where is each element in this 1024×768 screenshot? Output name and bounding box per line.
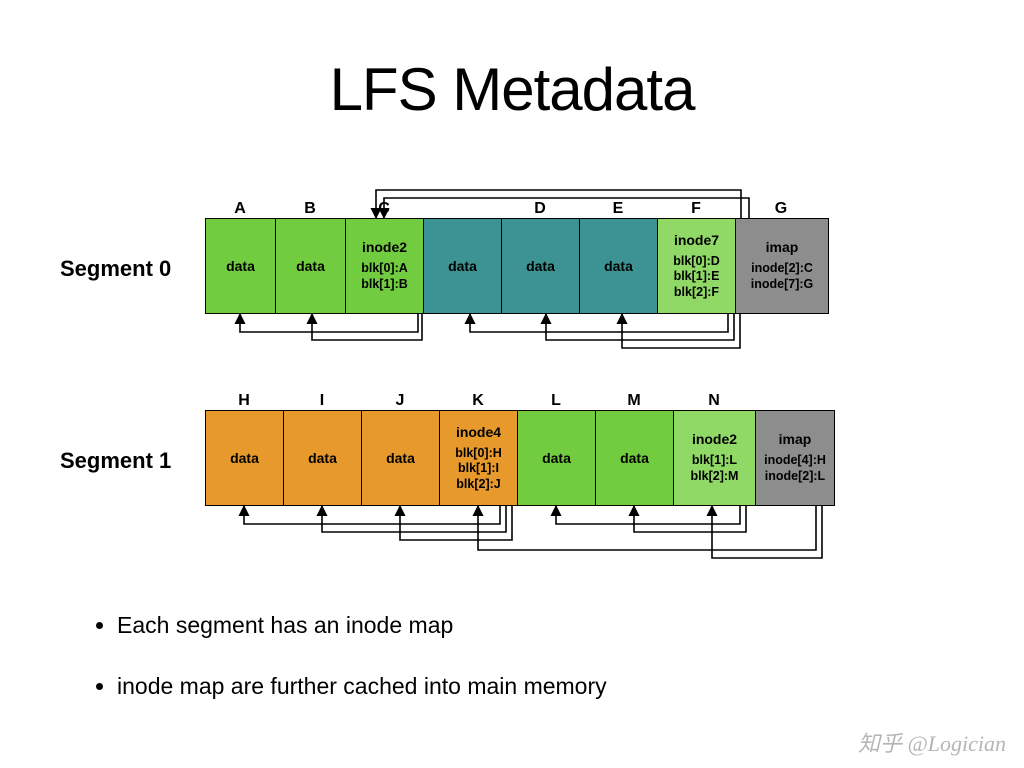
cell-line: inode[7]:G (751, 277, 814, 293)
cell-text: data (448, 258, 477, 274)
column-label: G (775, 200, 787, 218)
cell: data (424, 219, 502, 313)
arrow (376, 190, 741, 218)
cell-line: inode[2]:L (765, 469, 825, 485)
cell-text: data (226, 258, 255, 274)
segment-label: Segment 0 (60, 256, 171, 282)
cell: data (206, 411, 284, 505)
column-label: F (691, 200, 701, 218)
arrow (556, 506, 740, 524)
cell-line: blk[2]:M (691, 469, 739, 485)
column-label: H (238, 392, 250, 410)
cell-text: data (308, 450, 337, 466)
cell-line: inode[2]:C (751, 261, 813, 277)
cell-header: inode7 (674, 232, 719, 248)
cell-line: blk[1]:I (458, 461, 499, 477)
cell-header: inode2 (692, 431, 737, 447)
cell-line: inode[4]:H (764, 453, 826, 469)
bullet-item: inode map are further cached into main m… (117, 673, 607, 700)
cell: inode2 blk[1]:Lblk[2]:M (674, 411, 756, 505)
cell-line: blk[1]:B (361, 277, 408, 293)
arrow (240, 314, 418, 332)
column-label: J (396, 392, 405, 410)
cell-header: inode2 (362, 239, 407, 255)
cell: data (362, 411, 440, 505)
cell-line: blk[2]:J (456, 477, 500, 493)
cell: inode4 blk[0]:Hblk[1]:Iblk[2]:J (440, 411, 518, 505)
column-label: D (534, 200, 546, 218)
cell: inode2 blk[0]:Ablk[1]:B (346, 219, 424, 313)
cell: data (518, 411, 596, 505)
arrow (322, 506, 506, 532)
column-label: N (708, 392, 720, 410)
lfs-diagram: Segment 0datadatainode2blk[0]:Ablk[1]:Bd… (60, 160, 960, 590)
segment-row: data data inode2 blk[0]:Ablk[1]:B data data da… (205, 218, 829, 314)
cell-line: blk[1]:L (692, 453, 737, 469)
column-label: K (472, 392, 484, 410)
column-label: L (551, 392, 561, 410)
arrow (312, 314, 422, 340)
cell-line: blk[0]:H (455, 446, 502, 462)
cell-line: blk[0]:A (361, 261, 408, 277)
cell-text: data (620, 450, 649, 466)
arrow (546, 314, 734, 340)
cell: inode7 blk[0]:Dblk[1]:Eblk[2]:F (658, 219, 736, 313)
column-label: I (320, 392, 324, 410)
arrow (244, 506, 500, 524)
cell-header: imap (779, 431, 812, 447)
cell: data (580, 219, 658, 313)
cell: data (284, 411, 362, 505)
bullet-list: Each segment has an inode map inode map … (95, 612, 607, 734)
cell: data (596, 411, 674, 505)
segment-label: Segment 1 (60, 448, 171, 474)
arrow (712, 506, 822, 558)
page-title: LFS Metadata (0, 0, 1024, 124)
arrow (478, 506, 816, 550)
cell: data (502, 219, 580, 313)
arrow (400, 506, 512, 540)
cell: imap inode[2]:Cinode[7]:G (736, 219, 828, 313)
cell-line: blk[0]:D (673, 254, 720, 270)
cell: imap inode[4]:Hinode[2]:L (756, 411, 834, 505)
cell-header: imap (766, 239, 799, 255)
cell-text: data (604, 258, 633, 274)
segment-row: datadatadatainode4blk[0]:Hblk[1]:Iblk[2]… (205, 410, 835, 506)
cell-text: data (230, 450, 259, 466)
arrow (634, 506, 746, 532)
watermark: 知乎 @Logician (858, 726, 1006, 758)
cell-header: inode4 (456, 424, 501, 440)
arrow (622, 314, 740, 348)
cell-line: blk[1]:E (674, 269, 720, 285)
column-label: E (613, 200, 624, 218)
column-label: A (234, 200, 246, 218)
cell-text: data (526, 258, 555, 274)
bullet-item: Each segment has an inode map (117, 612, 607, 639)
cell-line: blk[2]:F (674, 285, 719, 301)
arrow (470, 314, 728, 332)
cell-text: data (296, 258, 325, 274)
cell: data (206, 219, 276, 313)
column-label: M (627, 392, 640, 410)
cell-text: data (542, 450, 571, 466)
column-label: C (378, 200, 390, 218)
cell: data (276, 219, 346, 313)
column-label: B (304, 200, 316, 218)
cell-text: data (386, 450, 415, 466)
